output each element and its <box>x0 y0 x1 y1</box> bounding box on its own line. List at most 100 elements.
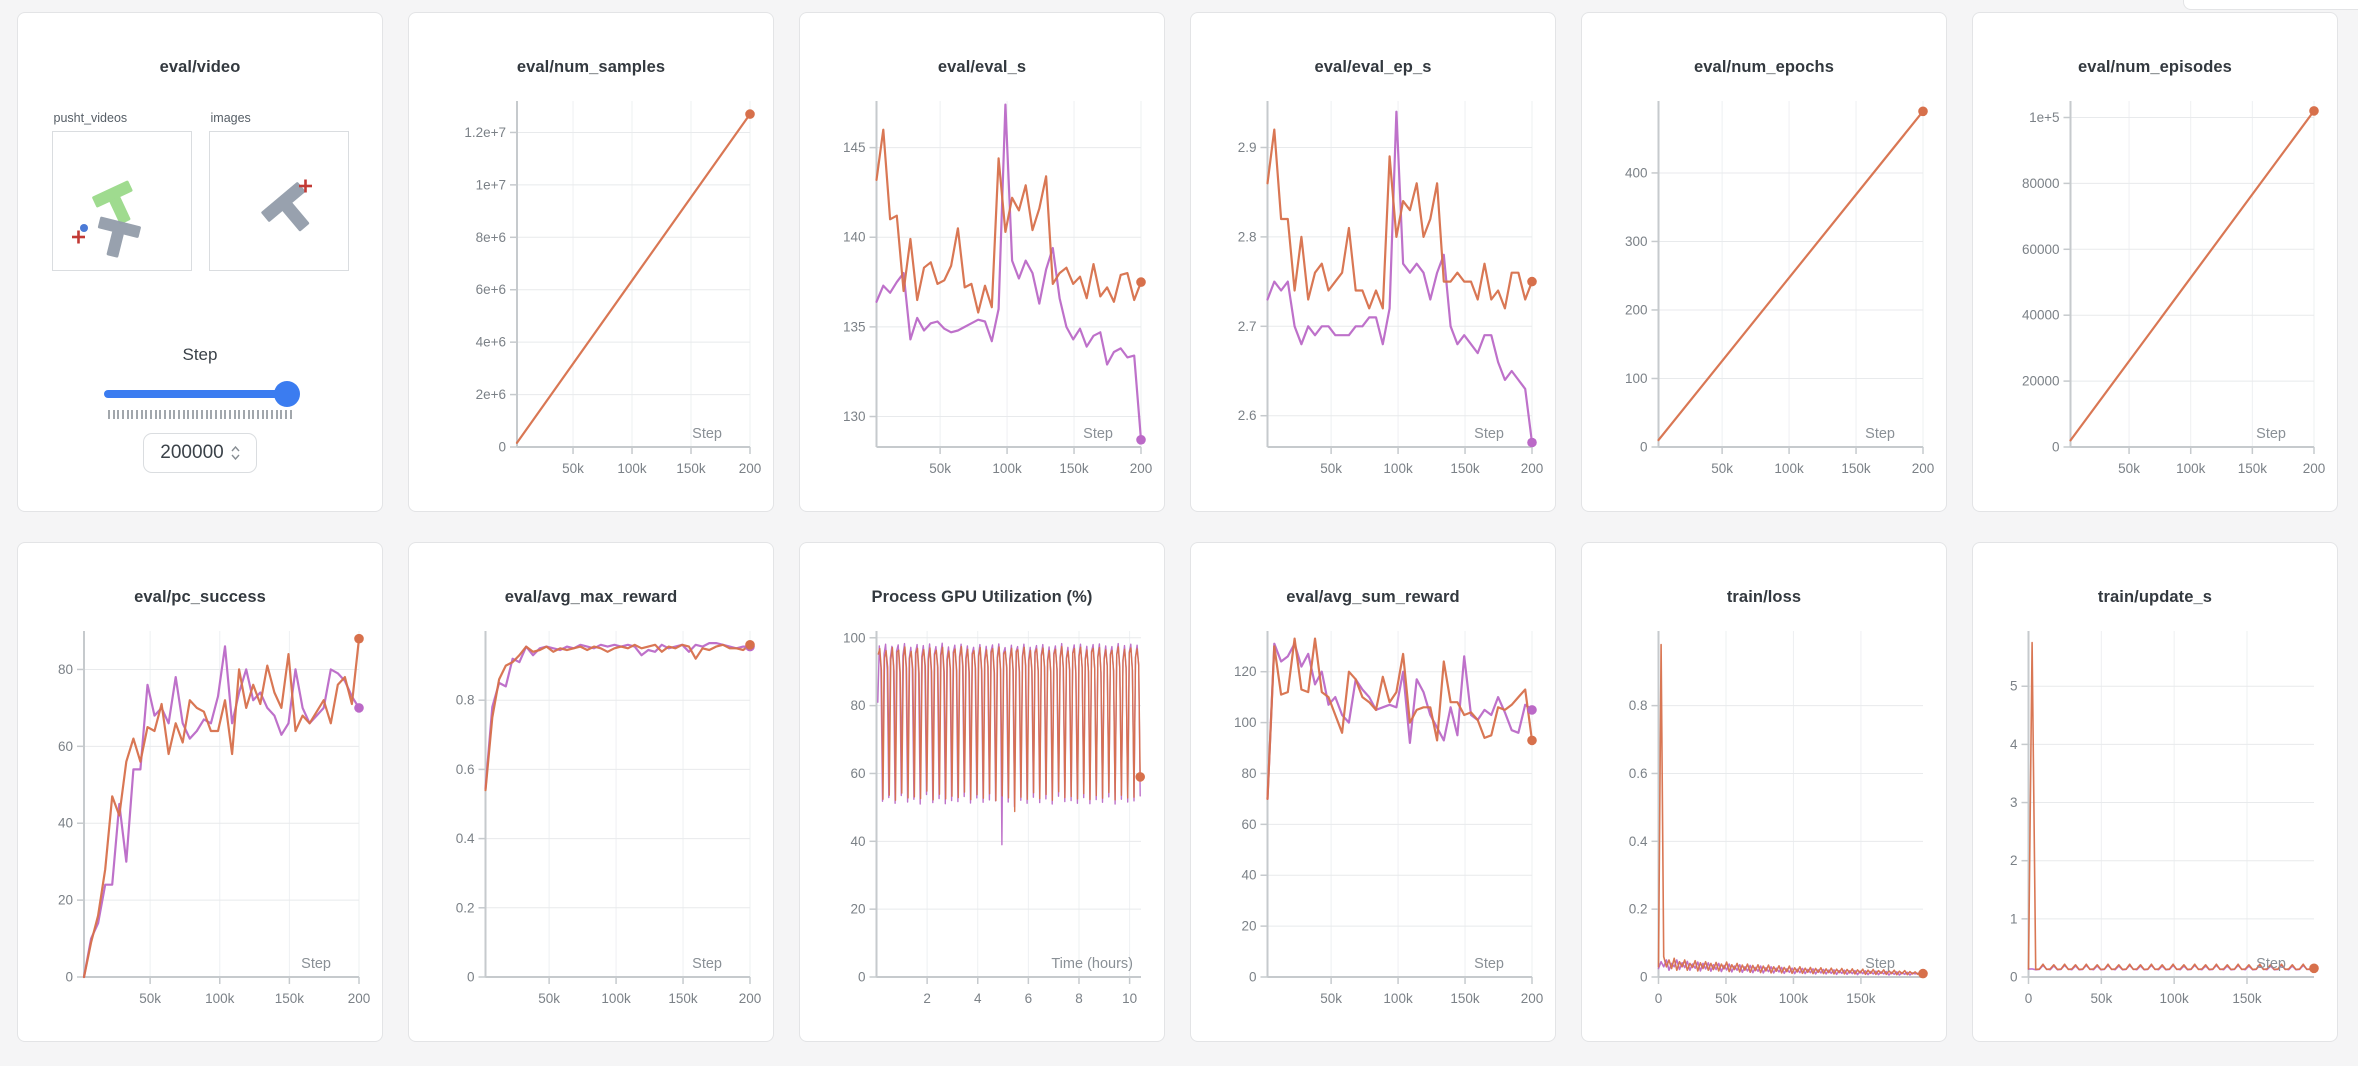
svg-text:0: 0 <box>65 970 73 985</box>
ruler-tick <box>182 410 185 419</box>
svg-text:100k: 100k <box>1383 991 1413 1006</box>
partial-card-top-right <box>2183 0 2358 10</box>
step-slider <box>104 381 300 407</box>
step-slider-label: Step <box>182 345 218 364</box>
svg-text:150k: 150k <box>2232 991 2262 1006</box>
svg-text:0: 0 <box>1640 440 1648 455</box>
ruler-tick <box>168 410 171 419</box>
svg-text:2.8: 2.8 <box>1238 229 1257 244</box>
svg-text:2: 2 <box>2010 853 2018 868</box>
svg-text:0.4: 0.4 <box>1629 834 1648 849</box>
svg-text:1.2e+7: 1.2e+7 <box>464 125 506 140</box>
svg-text:0.6: 0.6 <box>1629 766 1648 781</box>
pusht-video-frame-image <box>71 180 141 258</box>
panel-title: train/loss <box>1726 588 1802 606</box>
svg-text:Step: Step <box>1865 426 1895 442</box>
svg-text:200: 200 <box>739 991 762 1006</box>
svg-text:1e+5: 1e+5 <box>2029 110 2059 125</box>
svg-text:20: 20 <box>850 902 865 917</box>
ruler-tick <box>275 410 278 419</box>
svg-text:1e+7: 1e+7 <box>476 177 506 192</box>
svg-text:150k: 150k <box>676 461 706 476</box>
step-value-input[interactable]: 200000 <box>143 433 257 473</box>
svg-text:200: 200 <box>348 991 371 1006</box>
thumbnail-pusht-videos[interactable] <box>51 131 192 271</box>
svg-text:0.6: 0.6 <box>456 762 475 777</box>
ruler-tick <box>149 410 152 419</box>
panel-eval-video: eval/video pusht_videos <box>17 12 383 512</box>
svg-text:100: 100 <box>1234 715 1257 730</box>
svg-text:100k: 100k <box>205 991 235 1006</box>
svg-text:Step: Step <box>1474 426 1504 442</box>
step-slider-track[interactable] <box>104 390 296 398</box>
ruler-tick <box>112 410 115 419</box>
chart-canvas[interactable]: 50k 100k 150k 200 0 100 200 300 400 Step <box>1593 91 1935 493</box>
svg-text:Step: Step <box>692 956 722 972</box>
svg-text:4e+6: 4e+6 <box>476 335 506 350</box>
ruler-tick <box>140 410 143 419</box>
svg-text:8: 8 <box>1075 991 1083 1006</box>
svg-text:40: 40 <box>58 816 73 831</box>
svg-text:100k: 100k <box>1774 461 1804 476</box>
panel-title: eval/num_episodes <box>2078 58 2232 76</box>
stepper-down-icon[interactable] <box>231 454 240 460</box>
svg-text:2.9: 2.9 <box>1238 140 1257 155</box>
ruler-tick <box>252 410 255 419</box>
svg-text:150k: 150k <box>1059 461 1089 476</box>
chart-canvas[interactable]: 50k 100k 150k 200 0 20 40 60 80 Step <box>29 621 371 1023</box>
step-slider-thumb[interactable] <box>274 381 300 407</box>
thumbnail-caption: pusht_videos <box>53 111 128 125</box>
svg-text:3: 3 <box>2010 795 2018 810</box>
ruler-tick <box>261 410 264 419</box>
chart-canvas[interactable]: 0 50k 100k 150k 0 1 2 3 4 5 Step <box>1984 621 2326 1023</box>
chart-canvas[interactable]: 50k 100k 150k 200 0 20 40 60 80 100 120 Step <box>1202 621 1544 1023</box>
chart-canvas[interactable]: 50k 100k 150k 200 2.6 2.7 2.8 2.9 Step <box>1202 91 1544 493</box>
svg-text:0: 0 <box>498 440 506 455</box>
svg-text:200: 200 <box>1912 461 1935 476</box>
ruler-tick <box>243 410 246 419</box>
panel-title: eval/num_samples <box>516 58 666 76</box>
ruler-tick <box>238 410 241 419</box>
chart-canvas[interactable]: 0 50k 100k 150k 0 0.2 0.4 0.6 0.8 Step <box>1593 621 1935 1023</box>
svg-text:20: 20 <box>58 893 73 908</box>
svg-text:4: 4 <box>2010 737 2018 752</box>
svg-text:0: 0 <box>2010 970 2018 985</box>
pusht-image-frame-image <box>260 179 312 232</box>
chart-canvas[interactable]: 50k 100k 150k 200 130 135 140 145 Step <box>811 91 1153 493</box>
chart-canvas[interactable]: 50k 100k 150k 200 0 20000 40000 60000 80000 1e+5 S… <box>1984 91 2326 493</box>
svg-text:135: 135 <box>843 319 866 334</box>
panel-eval-eval-ep-s: eval/eval_ep_s 50k 100k 150k 200 2.6 2.7 2.8 2.… <box>1190 12 1556 512</box>
chart-canvas[interactable]: 50k 100k 150k 200 0 0.2 0.4 0.6 0.8 Step <box>420 621 762 1023</box>
chart-canvas[interactable]: 50k 100k 150k 200 0 2e+6 4e+6 6e+6 8e+6 1e+7 1.2e+… <box>420 91 762 493</box>
svg-text:50k: 50k <box>2118 461 2140 476</box>
ruler-tick <box>154 410 157 419</box>
panel-title: train/update_s <box>2097 588 2213 606</box>
svg-text:150k: 150k <box>1841 461 1871 476</box>
thumbnail-caption: images <box>210 111 251 125</box>
svg-text:60000: 60000 <box>2022 242 2060 257</box>
panel-title: eval/avg_max_reward <box>504 588 678 606</box>
svg-text:40: 40 <box>850 834 865 849</box>
svg-text:40: 40 <box>1241 868 1256 883</box>
svg-text:100k: 100k <box>1779 991 1809 1006</box>
ruler-tick <box>187 410 190 419</box>
svg-text:0.8: 0.8 <box>456 693 475 708</box>
svg-text:100k: 100k <box>1383 461 1413 476</box>
svg-text:200: 200 <box>1130 461 1153 476</box>
ruler-tick <box>177 410 180 419</box>
ruler-tick <box>219 410 222 419</box>
svg-text:2.6: 2.6 <box>1238 408 1257 423</box>
svg-text:100k: 100k <box>617 461 647 476</box>
svg-text:60: 60 <box>58 739 73 754</box>
panel-process-gpu-utilization: Process GPU Utilization (%) 2 4 6 8 10 0 20 40 6… <box>799 542 1165 1042</box>
svg-text:200: 200 <box>1521 991 1544 1006</box>
stepper-up-icon[interactable] <box>231 446 240 452</box>
svg-text:50k: 50k <box>562 461 584 476</box>
svg-text:200: 200 <box>1521 461 1544 476</box>
panel-title: eval/eval_ep_s <box>1314 58 1432 76</box>
thumbnail-images[interactable] <box>208 131 349 271</box>
svg-text:140: 140 <box>843 230 866 245</box>
svg-text:6e+6: 6e+6 <box>476 282 506 297</box>
ruler-tick <box>159 410 162 419</box>
